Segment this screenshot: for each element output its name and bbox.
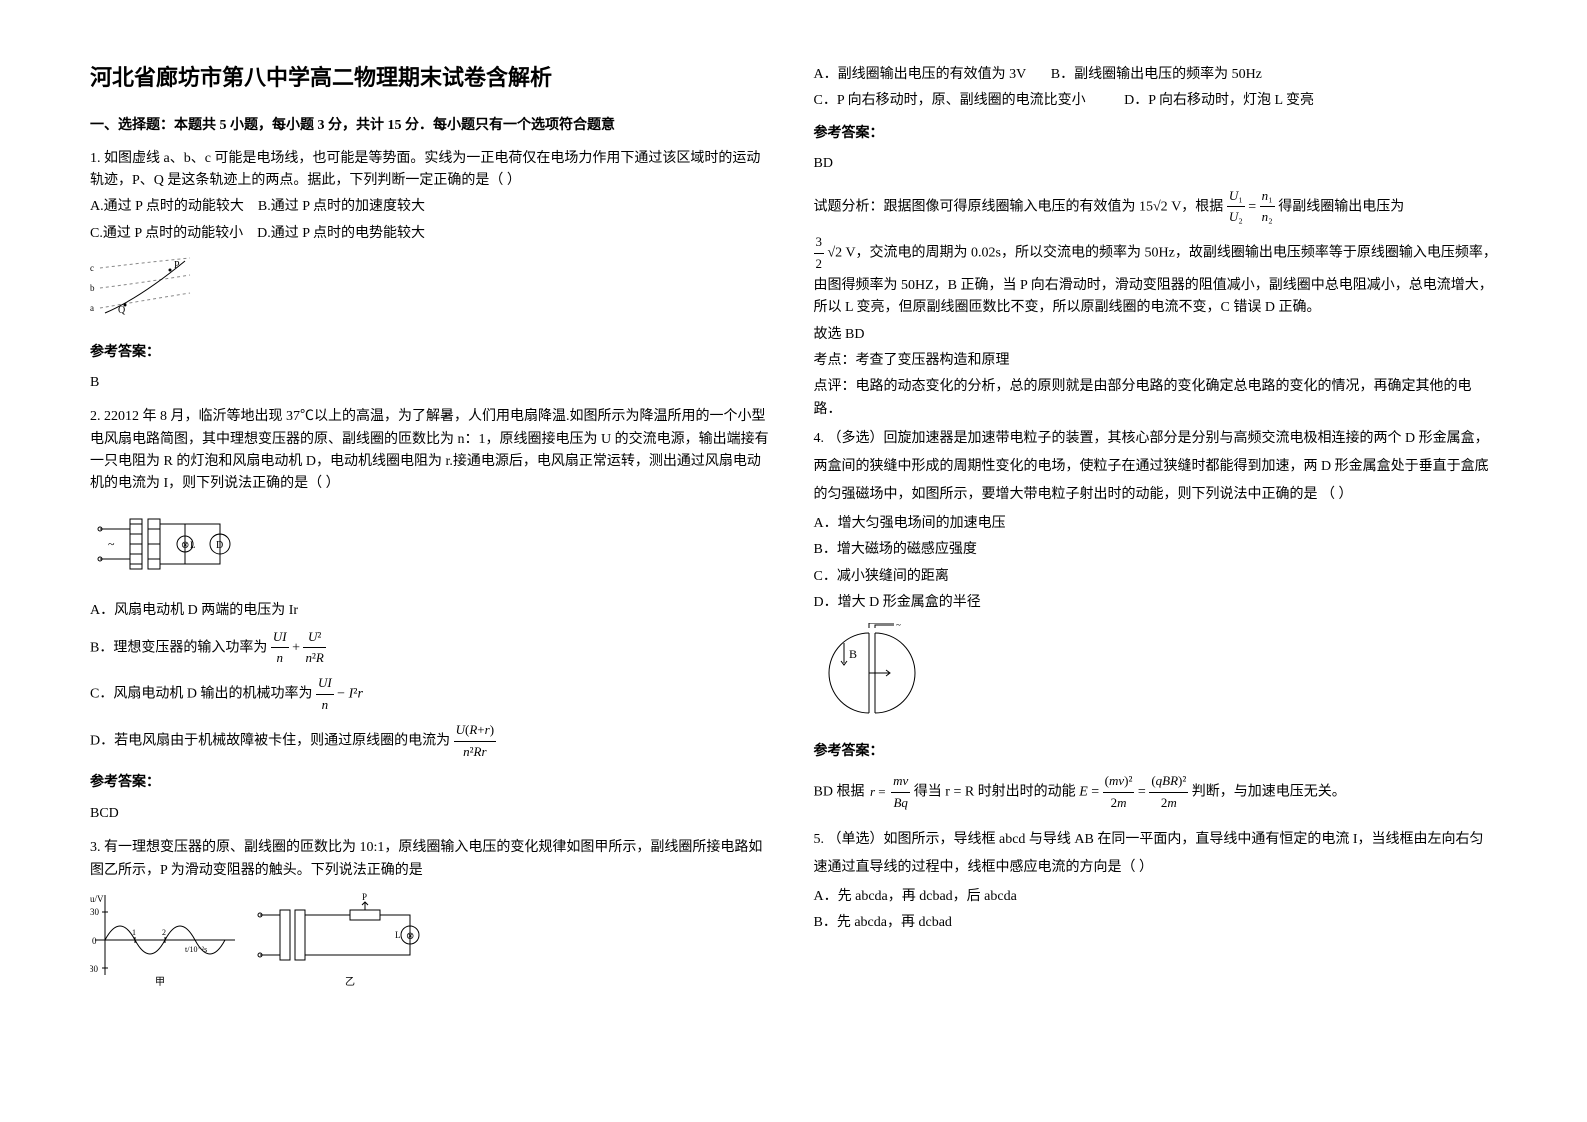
sqrt2: √2 bbox=[828, 246, 843, 261]
q2-optC-pre: C．风扇电动机 D 输出的机械功率为 bbox=[90, 687, 316, 702]
q3-an-line2: V，交流电的周期为 0.02s，所以交流电的频率为 50Hz，故副线圈输出电压频… bbox=[814, 246, 1497, 315]
q4-stem: 4. （多选）回旋加速器是加速带电粒子的装置，其核心部分是分别与高频交流电极相连… bbox=[814, 425, 1498, 509]
q1-answer-label: 参考答案： bbox=[90, 342, 774, 364]
plus: + bbox=[292, 640, 303, 655]
svg-text:P: P bbox=[174, 260, 180, 271]
q4-answer-label: 参考答案： bbox=[814, 741, 1498, 763]
q4-answer-line: BD 根据 r = mvBq 得当 r = R 时射出时的动能 E = (mv)… bbox=[814, 771, 1498, 814]
svg-text:1: 1 bbox=[132, 928, 136, 937]
svg-text:c: c bbox=[90, 263, 94, 273]
q5-optA: A．先 abcda，再 dcbad，后 abcda bbox=[814, 886, 1498, 908]
q4-ans-mid1: 得当 bbox=[914, 785, 942, 800]
svg-text:乙: 乙 bbox=[345, 976, 355, 988]
question-4: 4. （多选）回旋加速器是加速带电粒子的装置，其核心部分是分别与高频交流电极相连… bbox=[814, 425, 1498, 814]
svg-text:u/V: u/V bbox=[90, 894, 104, 904]
svg-text:⊗: ⊗ bbox=[181, 540, 189, 551]
q4-optA: A．增大匀强电场间的加速电压 bbox=[814, 513, 1498, 535]
q4-ans-post: 判断，与加速电压无关。 bbox=[1192, 785, 1346, 800]
frac-URr: U(R+r)n²Rr bbox=[454, 720, 496, 763]
eq-sign: = bbox=[1248, 199, 1259, 214]
q2-stem: 2. 22012 年 8 月，临沂等地出现 37℃以上的高温，为了解暑，人们用电… bbox=[90, 406, 774, 496]
E-eq: E = bbox=[1079, 785, 1102, 800]
q3-diagram: u/V 30 0 -30 甲 t/10⁻²s 1 2 bbox=[90, 890, 774, 998]
q4-optD: D．增大 D 形金属盒的半径 bbox=[814, 592, 1498, 614]
q3-optD: D．P 向右移动时，灯泡 L 变亮 bbox=[1124, 93, 1314, 108]
svg-text:~: ~ bbox=[896, 623, 901, 630]
frac-n1n2: n₁n₂ bbox=[1260, 186, 1275, 229]
svg-text:t/10⁻²s: t/10⁻²s bbox=[185, 945, 207, 954]
q4-ans-mid2: 时射出时的动能 bbox=[978, 785, 1080, 800]
svg-text:D: D bbox=[216, 540, 223, 551]
q2-optA: A．风扇电动机 D 两端的电压为 Ir bbox=[90, 600, 774, 622]
q4-ans-pre: BD 根据 bbox=[814, 785, 868, 800]
svg-text:Q: Q bbox=[118, 305, 126, 316]
page-title: 河北省廊坊市第八中学高二物理期末试卷含解析 bbox=[90, 60, 774, 95]
q1-diagram: P Q c b a bbox=[90, 253, 774, 331]
question-1: 1. 如图虚线 a、b、c 可能是电场线，也可能是等势面。实线为一正电荷仅在电场… bbox=[90, 148, 774, 395]
q3-an-comment: 点评：电路的动态变化的分析，总的原则就是由部分电路的变化确定总电路的变化的情况，… bbox=[814, 376, 1498, 421]
frac-U1U2: U₁U₂ bbox=[1227, 186, 1245, 229]
q4-ans-r: r = R bbox=[945, 785, 974, 800]
frac-mvBq2: mvBq bbox=[891, 771, 910, 814]
svg-text:P: P bbox=[362, 892, 367, 902]
q1-answer: B bbox=[90, 372, 774, 394]
svg-text:2: 2 bbox=[162, 928, 166, 937]
svg-text:L: L bbox=[395, 930, 401, 940]
frac-U2-n2R: U²n²R bbox=[303, 627, 325, 670]
svg-text:-30: -30 bbox=[90, 964, 98, 974]
question-2: 2. 22012 年 8 月，临沂等地出现 37℃以上的高温，为了解暑，人们用电… bbox=[90, 406, 774, 825]
q1-stem: 1. 如图虚线 a、b、c 可能是电场线，也可能是等势面。实线为一正电荷仅在电场… bbox=[90, 148, 774, 193]
q3-an-v1: 15√2 bbox=[1139, 199, 1168, 214]
svg-text:a: a bbox=[90, 303, 94, 313]
svg-text:~: ~ bbox=[108, 537, 115, 551]
q2-diagram: ~ ⊗ L D bbox=[90, 504, 774, 592]
q2-optB-pre: B．理想变压器的输入功率为 bbox=[90, 640, 271, 655]
svg-text:B: B bbox=[849, 647, 857, 661]
q3-optB: B．副线圈输出电压的频率为 50Hz bbox=[1051, 67, 1262, 82]
q3-an-mid1: V，根据 bbox=[1171, 199, 1227, 214]
q2-optD-pre: D．若电风扇由于机械故障被卡住，则通过原线圈的电流为 bbox=[90, 733, 454, 748]
frac-UI-n-2: UIn bbox=[316, 673, 334, 716]
q3-stem: 3. 有一理想变压器的原、副线圈的匝数比为 10:1，原线圈输入电压的变化规律如… bbox=[90, 837, 774, 882]
q3-an-pre: 试题分析：跟据图像可得原线圈输入电压的有效值为 bbox=[814, 199, 1136, 214]
question-3: 3. 有一理想变压器的原、副线圈的匝数比为 10:1，原线圈输入电压的变化规律如… bbox=[90, 837, 774, 998]
svg-text:0: 0 bbox=[92, 936, 97, 946]
q3-optA: A．副线圈输出电压的有效值为 3V bbox=[814, 67, 1027, 82]
q2-answer: BCD bbox=[90, 803, 774, 825]
section1-head: 一、选择题：本题共 5 小题，每小题 3 分，共计 15 分．每小题只有一个选项… bbox=[90, 115, 774, 137]
q5-stem: 5. （单选）如图所示，导线框 abcd 与导线 AB 在同一平面内，直导线中通… bbox=[814, 826, 1498, 882]
q3-analysis: 试题分析：跟据图像可得原线圈输入电压的有效值为 15√2 V，根据 U₁U₂ =… bbox=[814, 186, 1498, 229]
svg-text:甲: 甲 bbox=[155, 977, 165, 988]
eq2: = bbox=[1138, 785, 1149, 800]
q3-optC: C．P 向右移动时，原、副线圈的电流比变小 bbox=[814, 93, 1086, 108]
frac-mv2-2m: (mv)²2m bbox=[1103, 771, 1135, 814]
frac-3-2: 32 bbox=[814, 232, 825, 275]
svg-text:⊗: ⊗ bbox=[406, 931, 414, 942]
q3-answer-label: 参考答案： bbox=[814, 123, 1498, 145]
q3-an-after1: 得副线圈输出电压为 bbox=[1278, 199, 1404, 214]
q1-optB: B.通过 P 点时的加速度较大 bbox=[258, 199, 425, 214]
q5-optB: B．先 abcda，再 dcbad bbox=[814, 912, 1498, 934]
q4-diagram: B ~ bbox=[814, 623, 1498, 731]
frac-UI-n: UIn bbox=[271, 627, 289, 670]
frac-qBR2-2m: (qBR)²2m bbox=[1149, 771, 1188, 814]
q1-optC: C.通过 P 点时的动能较小 bbox=[90, 226, 243, 241]
svg-text:L: L bbox=[190, 540, 196, 550]
q1-optA: A.通过 P 点时的动能较大 bbox=[90, 199, 244, 214]
q4-optC: C．减小狭缝间的距离 bbox=[814, 566, 1498, 588]
question-5: 5. （单选）如图所示，导线框 abcd 与导线 AB 在同一平面内，直导线中通… bbox=[814, 826, 1498, 935]
q3-options: A．副线圈输出电压的有效值为 3V B．副线圈输出电压的频率为 50Hz C．P… bbox=[814, 64, 1498, 113]
minus-I2r: − I²r bbox=[337, 687, 363, 702]
frac-r-mvBq: r = bbox=[868, 782, 888, 803]
q3-answer: BD bbox=[814, 153, 1498, 175]
q3-an-point: 考点：考查了变压器构造和原理 bbox=[814, 350, 1498, 372]
q3-an-sel: 故选 BD bbox=[814, 324, 1498, 346]
q2-answer-label: 参考答案： bbox=[90, 772, 774, 794]
svg-text:30: 30 bbox=[90, 907, 100, 917]
svg-text:b: b bbox=[90, 283, 95, 293]
q4-optB: B．增大磁场的磁感应强度 bbox=[814, 539, 1498, 561]
q1-optD: D.通过 P 点时的电势能较大 bbox=[257, 226, 425, 241]
